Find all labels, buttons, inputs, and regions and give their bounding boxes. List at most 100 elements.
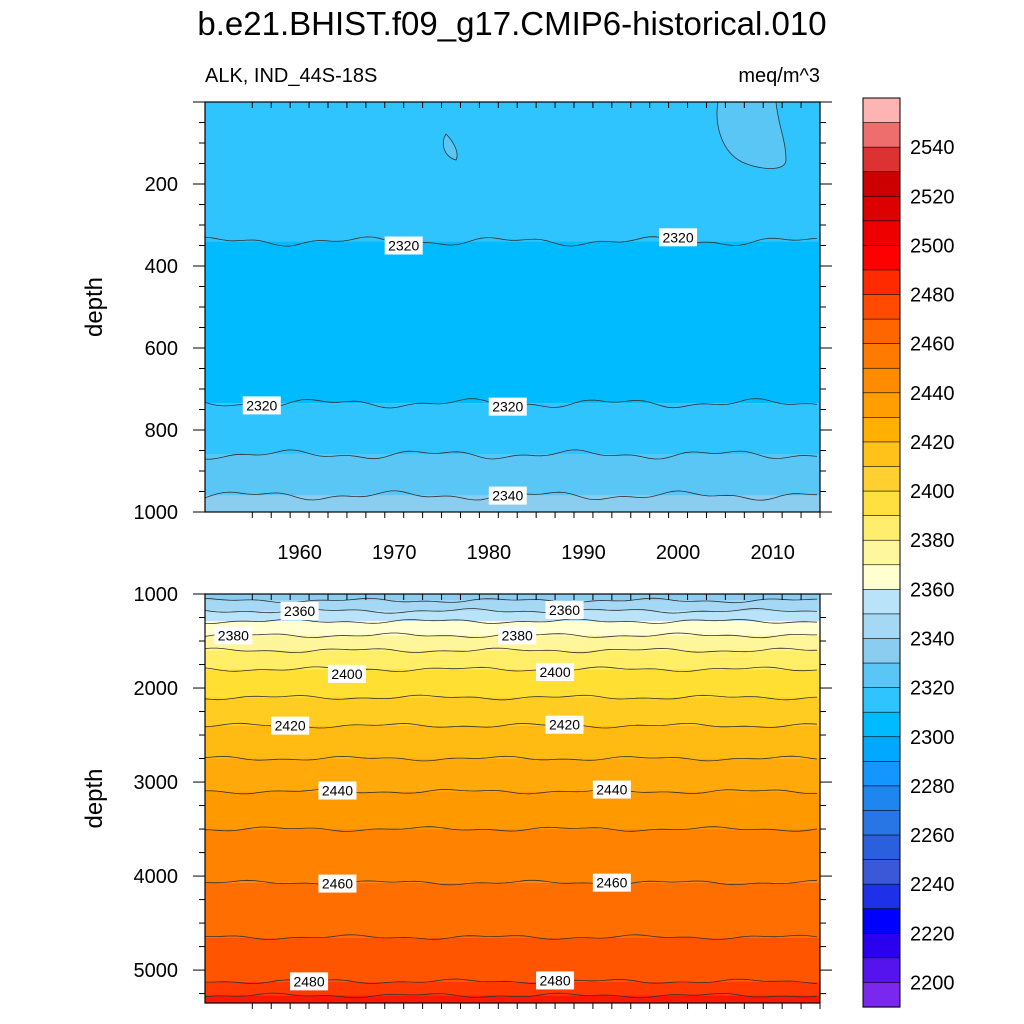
colorbar-label: 2240: [910, 874, 955, 896]
y-tick-label: 4000: [134, 866, 179, 888]
colorbar-label: 2200: [910, 972, 955, 994]
x-tick-label: 1970: [372, 542, 417, 564]
panels-group: 2320 2320 2320 2320 2340 1960 1970 1980 1990 2000…: [81, 101, 832, 1009]
colorbar-swatch: [862, 122, 901, 148]
colorbar-swatch: [862, 564, 901, 590]
contour-label-bg: [384, 236, 423, 255]
colorbar-swatch: [862, 441, 901, 468]
colorbar-swatch: [862, 515, 901, 541]
x-tick-label: 1980: [467, 542, 512, 564]
plot-frame-lower: [204, 593, 821, 1004]
contour-label-bg: [536, 663, 575, 682]
contour-label-bg: [290, 972, 329, 991]
contour-label: 2360: [284, 603, 315, 619]
contour-band-lower-2: [205, 610, 820, 622]
colorbar-swatch: [862, 908, 901, 934]
contour-band-lower-0: [205, 594, 820, 601]
contour-label-bg: [214, 626, 253, 645]
contour-band-lower-6: [205, 669, 820, 698]
contour-label-bg: [545, 600, 584, 619]
colorbar-label: 2460: [910, 334, 955, 356]
colorbar-frame: [862, 97, 901, 1008]
contour-label-bg: [280, 601, 319, 620]
contour-label-bg: [242, 396, 281, 415]
contour-band-lower-11: [205, 829, 820, 883]
y-axis-label: depth: [81, 277, 108, 337]
contour-label-bg: [545, 715, 584, 734]
contour-label: 2380: [502, 627, 533, 643]
contour-label: 2360: [549, 602, 580, 618]
contour-line-lower-9: [204, 755, 818, 762]
colorbar-swatch: [862, 687, 901, 713]
contour-label: 2340: [492, 488, 523, 504]
contour-label: 2320: [388, 238, 419, 254]
contour-label-bg: [488, 397, 527, 416]
colorbar-label: 2480: [910, 285, 955, 307]
colorbar-label: 2440: [910, 383, 955, 405]
colorbar-swatch: [862, 834, 901, 861]
colorbar-swatch: [862, 318, 901, 345]
x-tick-label: 1990: [561, 542, 606, 564]
contour-line-lower-12: [204, 879, 818, 886]
colorbar-label: 2360: [910, 579, 955, 601]
colorbar-swatch: [862, 982, 901, 1008]
colorbar-swatch: [862, 810, 901, 836]
contour-band-lower-14: [205, 981, 820, 996]
colorbar-swatch: [862, 638, 901, 664]
contour-line-lower-10: [204, 788, 818, 795]
y-tick-label: 200: [145, 174, 178, 196]
y-tick-label: 400: [145, 256, 178, 278]
contour-anomaly-small: [442, 133, 458, 161]
colorbar-label: 2260: [910, 825, 955, 847]
colorbar-swatch: [862, 417, 901, 443]
contour-band-lower-9: [205, 758, 820, 792]
colorbar-swatch: [862, 269, 901, 296]
contour-label: 2380: [218, 627, 249, 643]
colorbar-swatch: [862, 957, 901, 984]
colorbar-swatch: [862, 245, 901, 271]
colorbar-label: 2400: [910, 481, 955, 503]
contour-line-lower-15: [204, 992, 818, 999]
contour-label-bg: [271, 716, 310, 735]
contour-line-lower-7: [204, 694, 818, 701]
contour-line-lower-11: [204, 826, 818, 832]
y-tick-label: 1000: [134, 584, 179, 606]
contour-line-lower-13: [204, 934, 818, 940]
colorbar-swatch: [862, 932, 901, 959]
colorbar-swatch: [862, 367, 901, 394]
colorbar-label: 2500: [910, 235, 955, 257]
contour-band-lower-12: [205, 882, 820, 938]
colorbar-swatch: [862, 466, 901, 492]
colorbar-swatch: [862, 736, 901, 762]
contour-band-lower-1: [205, 600, 820, 611]
contour-label-bg: [659, 228, 698, 247]
contour-label-bg: [592, 780, 631, 799]
colorbar-swatch: [862, 490, 901, 517]
colorbar-swatch: [862, 171, 901, 197]
colorbar-label: 2420: [910, 432, 955, 454]
contour-label: 2460: [596, 875, 627, 891]
contour-label-bg: [592, 873, 631, 892]
x-tick-label: 1960: [277, 542, 322, 564]
contour-line-upper-1: [204, 236, 818, 247]
colorbar-swatch: [862, 589, 901, 615]
contour-label: 2320: [246, 397, 277, 413]
colorbar-swatch: [862, 883, 901, 910]
colorbar-swatch: [862, 392, 901, 418]
contour-label: 2460: [322, 876, 353, 892]
contour-band-upper-1: [205, 241, 820, 404]
x-tick-label: 2010: [750, 542, 795, 564]
y-tick-label: 2000: [134, 678, 179, 700]
colorbar-swatch: [862, 294, 901, 320]
contour-label: 2320: [662, 229, 693, 245]
contour-label: 2420: [549, 717, 580, 733]
chart-title: b.e21.BHIST.f09_g17.CMIP6-historical.010: [197, 5, 826, 42]
colorbar-label: 2320: [910, 678, 955, 700]
colorbar-label: 2520: [910, 186, 955, 208]
colorbar-swatch: [862, 220, 901, 247]
colorbar-swatch: [862, 613, 901, 640]
contour-line-lower-6: [204, 666, 818, 673]
contour-label: 2420: [275, 718, 306, 734]
contour-band-lower-15: [205, 995, 820, 1003]
